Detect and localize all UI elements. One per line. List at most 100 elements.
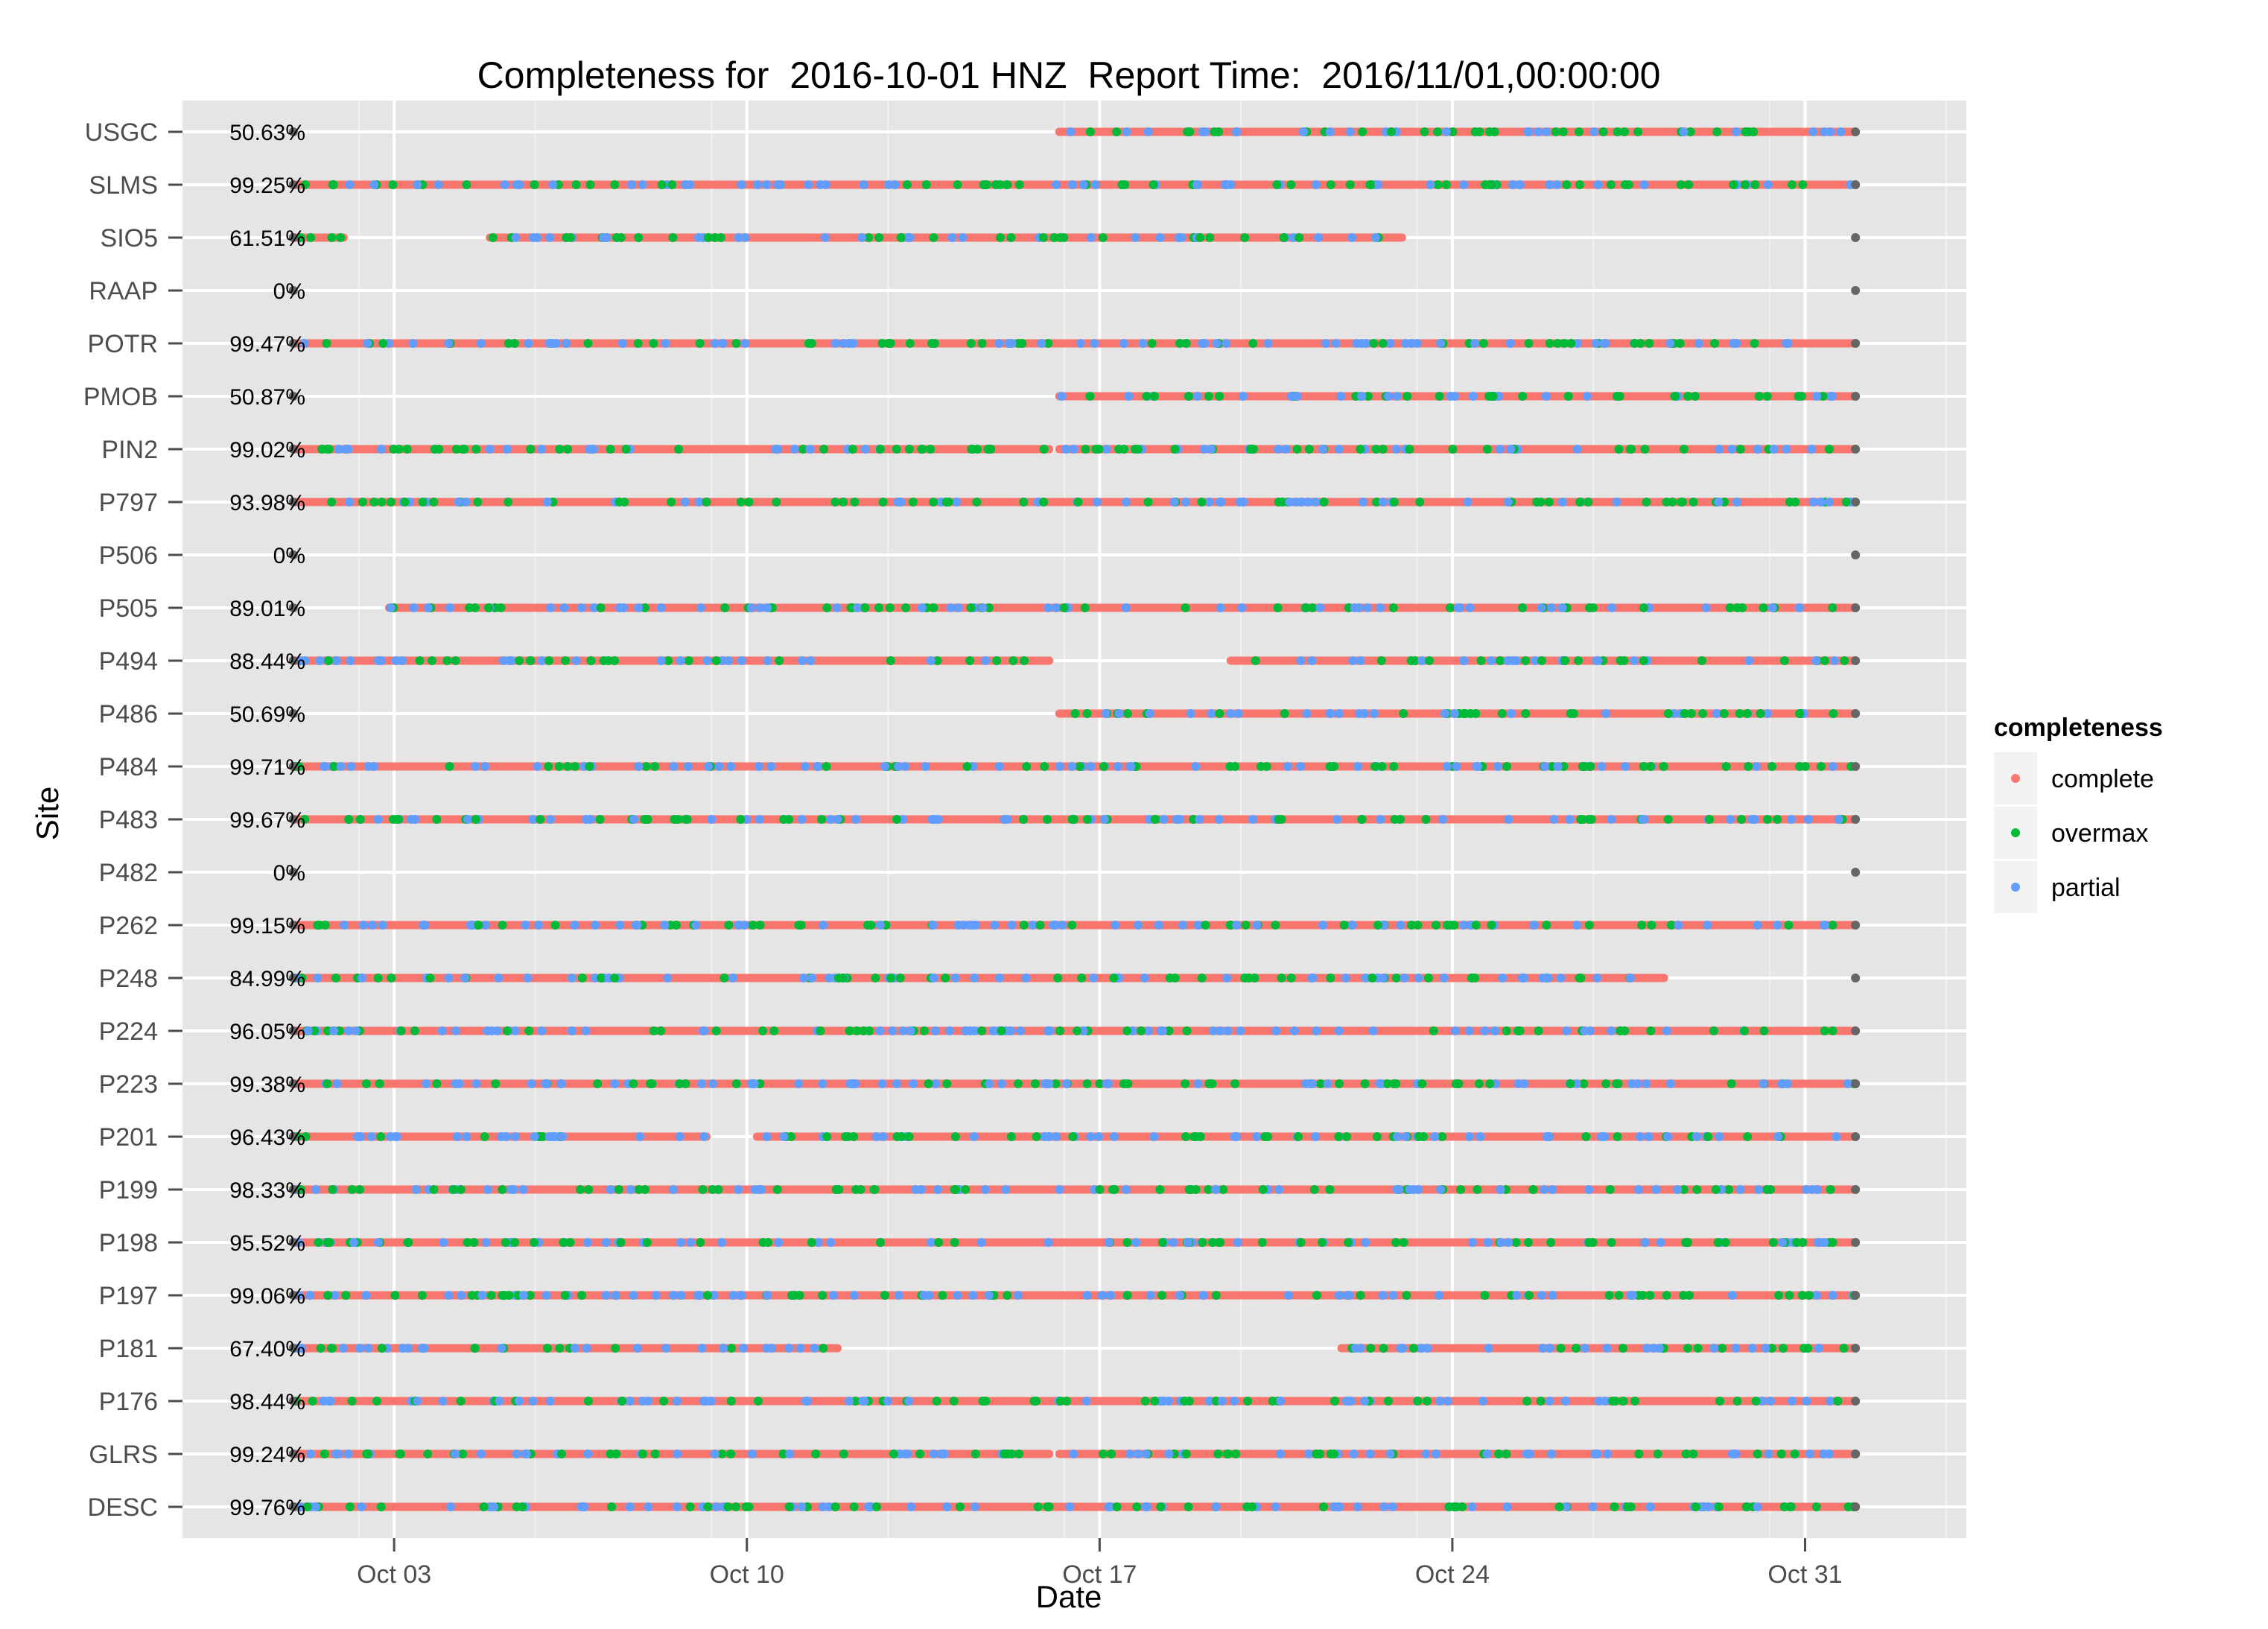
overmax-point (1843, 1502, 1853, 1511)
partial-point (1099, 815, 1109, 824)
partial-point (1508, 656, 1517, 665)
partial-point (1803, 815, 1813, 824)
partial-point (1548, 1185, 1557, 1194)
partial-point (527, 1079, 536, 1088)
partial-point (625, 1502, 635, 1511)
partial-point (1727, 445, 1737, 454)
overmax-point (1075, 762, 1084, 771)
partial-point (1442, 762, 1452, 771)
partial-point (392, 1132, 401, 1141)
overmax-point (1373, 921, 1382, 930)
overmax-point (483, 603, 493, 612)
overmax-point (1038, 233, 1048, 242)
overmax-point (1378, 445, 1388, 454)
overmax-point (1828, 1026, 1837, 1035)
partial-point (1204, 498, 1214, 507)
overmax-point (1675, 339, 1685, 348)
legend-key-point (2011, 774, 2020, 783)
partial-point (1296, 762, 1306, 771)
overmax-point (830, 498, 840, 507)
partial-point (676, 1238, 685, 1247)
partial-point (1233, 709, 1243, 718)
percent-label: 89.01% (229, 597, 305, 621)
partial-point (483, 1026, 492, 1035)
site-tick-label: P224 (99, 1017, 158, 1046)
partial-point (1476, 1132, 1485, 1141)
overmax-point (504, 498, 513, 507)
partial-point (501, 1132, 511, 1141)
partial-point (498, 656, 508, 665)
overmax-point (1762, 1185, 1772, 1194)
partial-point (629, 815, 639, 824)
site-tick-label: P483 (99, 806, 158, 834)
end-point (1851, 1291, 1861, 1300)
overmax-point (1774, 1291, 1784, 1300)
overmax-point (1620, 127, 1630, 136)
overmax-point (341, 1291, 351, 1300)
partial-point (644, 1397, 653, 1406)
partial-point (423, 603, 433, 612)
partial-point (1252, 921, 1262, 930)
partial-point (1808, 1185, 1817, 1194)
overmax-point (1740, 180, 1750, 189)
partial-point (863, 1502, 873, 1511)
overmax-point (1820, 1026, 1829, 1035)
partial-point (373, 1238, 383, 1247)
overmax-point (1389, 762, 1399, 771)
partial-point (1572, 339, 1582, 348)
partial-point (1441, 127, 1451, 136)
overmax-point (673, 445, 683, 454)
partial-point (1106, 1291, 1116, 1300)
partial-point (1498, 974, 1508, 982)
overmax-point (1705, 815, 1715, 824)
partial-point (978, 603, 988, 612)
overmax-point (1423, 974, 1433, 982)
overmax-point (1251, 656, 1260, 665)
overmax-point (1515, 1026, 1525, 1035)
overmax-point (731, 1502, 740, 1511)
partial-point (1802, 1397, 1811, 1406)
partial-point (1556, 974, 1566, 982)
start-point (288, 1132, 298, 1141)
partial-point (559, 603, 569, 612)
overmax-point (1445, 603, 1455, 612)
overmax-point (1841, 498, 1851, 507)
partial-point (1044, 1132, 1053, 1141)
x-tick-label: Oct 17 (1062, 1560, 1137, 1589)
legend-title: completeness (1994, 714, 2163, 742)
overmax-point (1271, 921, 1280, 930)
partial-point (1134, 921, 1143, 930)
partial-point (1735, 1185, 1745, 1194)
partial-point (548, 180, 558, 189)
partial-point (928, 921, 938, 930)
partial-point (1114, 709, 1124, 718)
overmax-point (471, 815, 480, 824)
overmax-point (772, 498, 781, 507)
partial-point (315, 656, 325, 665)
partial-point (1602, 1344, 1612, 1353)
overmax-point (966, 603, 976, 612)
partial-point (1426, 180, 1435, 189)
partial-point (1593, 180, 1603, 189)
overmax-point (961, 1185, 971, 1194)
partial-point (994, 974, 1004, 982)
partial-point (947, 233, 957, 242)
overmax-point (1476, 656, 1486, 665)
partial-point (632, 1344, 642, 1353)
partial-point (331, 656, 340, 665)
partial-point (1589, 127, 1599, 136)
partial-point (832, 603, 842, 612)
overmax-point (390, 1291, 400, 1300)
partial-point (1121, 498, 1131, 507)
overmax-point (1114, 445, 1124, 454)
overmax-point (1019, 498, 1029, 507)
overmax-point (871, 1502, 881, 1511)
overmax-point (1792, 1238, 1802, 1247)
partial-point (1363, 603, 1373, 612)
overmax-point (488, 233, 498, 242)
partial-point (1276, 1397, 1286, 1406)
legend-key-point (2011, 828, 2020, 837)
overmax-point (1360, 1079, 1370, 1088)
partial-point (1232, 1132, 1242, 1141)
overmax-point (473, 498, 483, 507)
